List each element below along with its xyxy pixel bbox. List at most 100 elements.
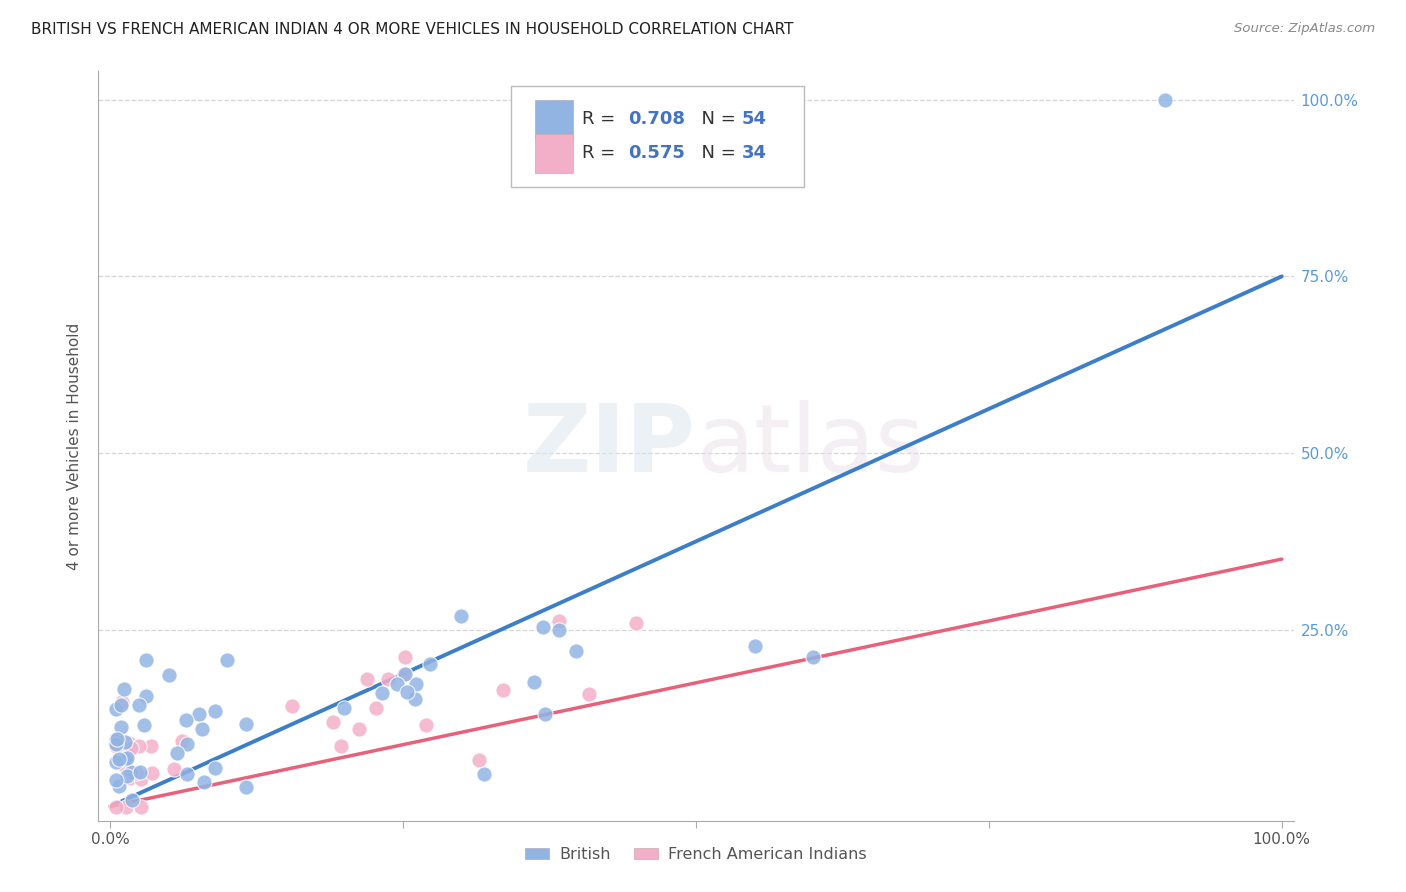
Text: 54: 54 [741, 111, 766, 128]
Text: Source: ZipAtlas.com: Source: ZipAtlas.com [1234, 22, 1375, 36]
Point [105, 702, 128, 716]
Point [105, 737, 128, 751]
Point [111, 695, 134, 709]
Point [578, 687, 600, 701]
Text: N =: N = [690, 144, 741, 162]
Point [450, 609, 472, 624]
Point [128, 739, 150, 754]
Point [120, 764, 142, 779]
Point [405, 677, 427, 691]
Point [371, 685, 394, 699]
Point [117, 769, 139, 783]
Legend: British, French American Indians: British, French American Indians [519, 841, 873, 869]
Point [105, 732, 128, 747]
Point [217, 653, 239, 667]
Text: BRITISH VS FRENCH AMERICAN INDIAN 4 OR MORE VEHICLES IN HOUSEHOLD CORRELATION CH: BRITISH VS FRENCH AMERICAN INDIAN 4 OR M… [31, 22, 793, 37]
Point [105, 739, 128, 753]
Point [333, 701, 356, 715]
Point [162, 762, 184, 776]
Point [801, 650, 824, 665]
Point [281, 699, 304, 714]
Point [120, 740, 142, 755]
Point [159, 667, 181, 681]
Point [135, 653, 157, 667]
Point [492, 682, 515, 697]
Point [176, 737, 198, 751]
Point [135, 689, 157, 703]
FancyBboxPatch shape [534, 100, 572, 139]
Point [547, 615, 569, 629]
Point [467, 753, 489, 767]
Point [1153, 93, 1175, 107]
Point [117, 746, 139, 760]
Text: ZIP: ZIP [523, 400, 696, 492]
Point [112, 682, 135, 697]
Point [191, 722, 214, 736]
Point [105, 773, 128, 788]
Point [744, 639, 766, 653]
Point [129, 799, 152, 814]
Point [204, 704, 226, 718]
Point [114, 752, 136, 766]
Point [531, 620, 554, 634]
Point [395, 684, 418, 698]
Point [105, 755, 128, 769]
Point [115, 799, 138, 814]
Point [118, 736, 141, 750]
Point [105, 731, 128, 746]
Point [534, 707, 557, 722]
FancyBboxPatch shape [510, 87, 804, 187]
Y-axis label: 4 or more Vehicles in Household: 4 or more Vehicles in Household [67, 322, 83, 570]
Point [624, 616, 647, 631]
Point [107, 752, 129, 766]
Point [129, 765, 152, 780]
Text: N =: N = [690, 111, 741, 128]
FancyBboxPatch shape [534, 134, 572, 172]
Point [125, 765, 148, 780]
Point [235, 717, 257, 731]
Point [523, 674, 546, 689]
Point [110, 720, 132, 734]
Point [419, 657, 441, 672]
Point [166, 746, 188, 760]
Point [565, 644, 588, 658]
Text: 34: 34 [741, 144, 766, 162]
Text: atlas: atlas [696, 400, 924, 492]
Point [235, 780, 257, 794]
Point [129, 772, 152, 786]
Point [364, 701, 387, 715]
Point [121, 793, 143, 807]
Point [108, 779, 131, 793]
Text: 0.708: 0.708 [628, 111, 685, 128]
Text: R =: R = [582, 144, 621, 162]
Point [141, 765, 163, 780]
Point [176, 767, 198, 781]
Point [394, 650, 416, 665]
Point [139, 739, 162, 753]
Point [120, 772, 142, 786]
Point [193, 775, 215, 789]
Point [392, 667, 415, 681]
Point [349, 722, 371, 736]
Point [187, 707, 209, 722]
Point [204, 761, 226, 775]
Point [128, 698, 150, 713]
Point [322, 714, 344, 729]
Text: R =: R = [582, 111, 621, 128]
Point [114, 735, 136, 749]
Point [472, 767, 495, 781]
Point [174, 713, 197, 727]
Point [170, 733, 193, 747]
Point [387, 677, 409, 691]
Point [356, 672, 378, 686]
Point [115, 751, 138, 765]
Point [330, 739, 353, 753]
Point [105, 738, 128, 752]
Point [394, 667, 416, 681]
Point [377, 672, 399, 686]
Point [132, 718, 155, 732]
Point [415, 717, 437, 731]
Text: 0.575: 0.575 [628, 144, 685, 162]
Point [105, 799, 128, 814]
Point [110, 698, 132, 713]
